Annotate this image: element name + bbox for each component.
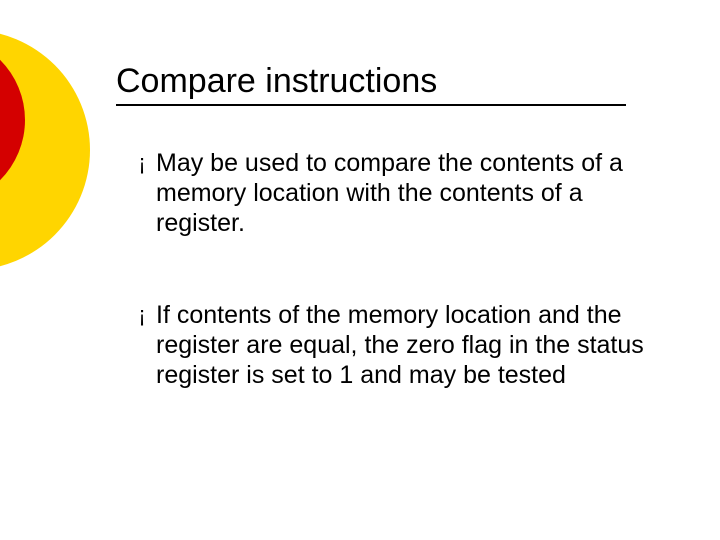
bullet-item: ¡If contents of the memory location and …: [128, 300, 648, 390]
bullet-list: ¡May be used to compare the contents of …: [128, 148, 648, 390]
bullet-marker-icon: ¡: [128, 148, 156, 178]
bullet-text: If contents of the memory location and t…: [156, 300, 648, 390]
bullet-item: ¡May be used to compare the contents of …: [128, 148, 648, 238]
title-underline: [116, 104, 626, 106]
slide: Compare instructions ¡May be used to com…: [0, 0, 720, 540]
bullet-text: May be used to compare the contents of a…: [156, 148, 648, 238]
bullet-marker-icon: ¡: [128, 300, 156, 330]
slide-title: Compare instructions: [116, 62, 437, 101]
